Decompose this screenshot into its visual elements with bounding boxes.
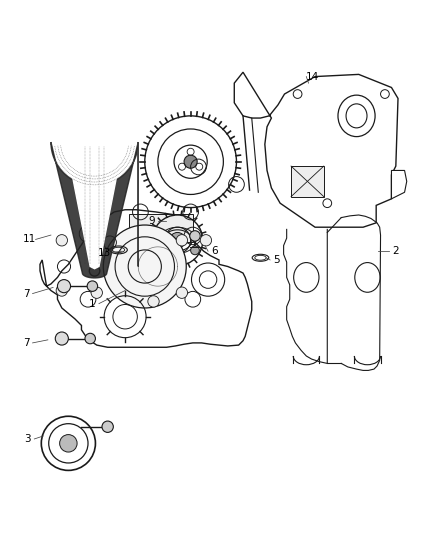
Circle shape <box>91 230 102 241</box>
Circle shape <box>191 246 199 255</box>
Circle shape <box>87 281 98 292</box>
Circle shape <box>60 434 77 452</box>
Polygon shape <box>234 72 398 227</box>
Polygon shape <box>392 171 407 199</box>
Text: 1: 1 <box>89 298 95 309</box>
Text: 13: 13 <box>98 247 111 257</box>
Circle shape <box>102 421 113 432</box>
Circle shape <box>55 332 68 345</box>
Polygon shape <box>130 214 193 243</box>
Polygon shape <box>51 142 138 278</box>
Text: 9: 9 <box>148 216 155 225</box>
Circle shape <box>85 333 95 344</box>
Text: 5: 5 <box>273 255 280 265</box>
Circle shape <box>200 235 212 246</box>
Circle shape <box>103 225 186 308</box>
Circle shape <box>56 285 67 296</box>
Text: 7: 7 <box>23 338 29 348</box>
Circle shape <box>148 296 159 307</box>
Text: 2: 2 <box>392 246 399 256</box>
Polygon shape <box>66 142 124 269</box>
Circle shape <box>170 232 185 248</box>
Text: 14: 14 <box>306 71 319 82</box>
Circle shape <box>56 235 67 246</box>
Circle shape <box>91 287 102 298</box>
Circle shape <box>176 287 187 298</box>
Text: 6: 6 <box>211 246 218 256</box>
Circle shape <box>176 235 187 246</box>
Circle shape <box>89 265 100 276</box>
Polygon shape <box>40 210 252 348</box>
Circle shape <box>190 231 200 241</box>
Polygon shape <box>291 166 324 197</box>
Text: 7: 7 <box>23 288 29 298</box>
Text: 3: 3 <box>25 434 31 444</box>
Circle shape <box>57 280 71 293</box>
Circle shape <box>184 155 197 168</box>
Text: 11: 11 <box>22 235 36 245</box>
